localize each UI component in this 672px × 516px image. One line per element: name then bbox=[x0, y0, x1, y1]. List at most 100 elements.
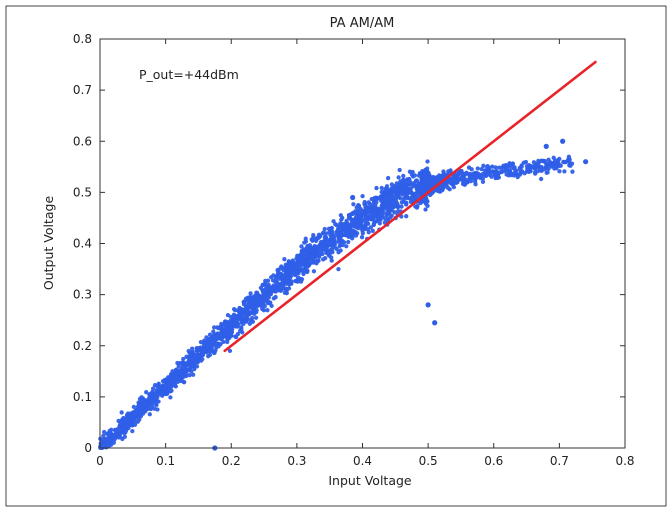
measured-point bbox=[296, 275, 301, 280]
outlier-point bbox=[543, 143, 549, 149]
y-tick-label: 0.8 bbox=[73, 32, 92, 46]
measured-point bbox=[379, 207, 384, 212]
measured-point bbox=[166, 383, 171, 389]
measured-point bbox=[286, 286, 292, 291]
measured-point bbox=[404, 214, 409, 219]
measured-point bbox=[424, 168, 430, 174]
measured-point bbox=[104, 439, 109, 444]
x-axis-label: Input Voltage bbox=[328, 473, 412, 488]
measured-point bbox=[139, 398, 145, 404]
measured-point bbox=[305, 263, 310, 268]
measured-point bbox=[370, 228, 375, 233]
measured-point bbox=[263, 278, 268, 284]
y-axis-label: Output Voltage bbox=[41, 196, 56, 291]
measured-point bbox=[168, 395, 173, 400]
measured-point bbox=[195, 347, 200, 352]
measured-point bbox=[314, 259, 320, 264]
measured-point bbox=[405, 191, 410, 196]
measured-point bbox=[422, 199, 428, 204]
measured-point bbox=[180, 375, 186, 380]
measured-point bbox=[451, 184, 457, 190]
measured-point bbox=[318, 246, 323, 251]
measured-point bbox=[251, 305, 256, 310]
measured-point bbox=[122, 430, 127, 436]
measured-point bbox=[130, 429, 135, 434]
measured-point bbox=[519, 169, 525, 174]
measured-point bbox=[156, 399, 161, 404]
measured-point bbox=[394, 194, 400, 199]
x-tick-label: 0.2 bbox=[222, 454, 241, 468]
measured-point bbox=[338, 248, 343, 253]
measured-point bbox=[101, 433, 106, 438]
measured-point bbox=[283, 286, 288, 291]
measured-point bbox=[499, 169, 505, 175]
measured-point bbox=[505, 165, 510, 170]
measured-point bbox=[152, 406, 157, 411]
measured-point bbox=[344, 244, 349, 249]
measured-point bbox=[236, 307, 241, 313]
x-tick-label: 0.4 bbox=[353, 454, 372, 468]
measured-point bbox=[332, 237, 337, 242]
measured-point bbox=[387, 198, 393, 203]
measured-point bbox=[136, 402, 142, 407]
measured-point bbox=[353, 233, 359, 238]
measured-point bbox=[118, 434, 123, 439]
measured-point bbox=[419, 185, 425, 190]
measured-point bbox=[283, 266, 289, 272]
measured-point bbox=[514, 168, 519, 173]
measured-point bbox=[461, 171, 466, 177]
measured-point bbox=[275, 268, 280, 273]
measured-point bbox=[101, 437, 106, 442]
measured-point bbox=[282, 257, 287, 262]
measured-point bbox=[232, 316, 238, 321]
measured-point bbox=[162, 378, 167, 383]
outlier-point bbox=[350, 194, 356, 201]
measured-point bbox=[351, 202, 356, 207]
measured-point bbox=[368, 225, 373, 230]
measured-point bbox=[207, 332, 213, 337]
measured-point bbox=[329, 248, 335, 254]
measured-point bbox=[385, 175, 391, 181]
measured-point bbox=[497, 165, 502, 170]
measured-point bbox=[414, 205, 420, 210]
measured-point bbox=[298, 279, 304, 284]
measured-point bbox=[423, 177, 428, 183]
measured-point bbox=[489, 174, 494, 179]
measured-point bbox=[153, 394, 159, 399]
measured-point bbox=[368, 209, 373, 214]
measured-point bbox=[527, 169, 533, 174]
x-tick-label: 0.7 bbox=[550, 454, 569, 468]
measured-point bbox=[466, 165, 472, 170]
measured-point bbox=[408, 189, 413, 194]
measured-point bbox=[248, 291, 253, 296]
measured-point bbox=[279, 264, 284, 269]
measured-point bbox=[359, 223, 364, 229]
measured-point bbox=[273, 294, 278, 300]
measured-point bbox=[239, 316, 244, 321]
measured-point bbox=[259, 297, 264, 302]
measured-point bbox=[395, 190, 401, 195]
measured-point bbox=[187, 373, 192, 378]
measured-point bbox=[480, 179, 486, 184]
measured-point bbox=[181, 356, 186, 362]
measured-point bbox=[219, 327, 225, 333]
measured-point bbox=[111, 433, 116, 438]
measured-point bbox=[112, 437, 117, 442]
measured-point bbox=[323, 255, 328, 261]
measured-point bbox=[501, 163, 506, 168]
measured-point bbox=[538, 165, 543, 170]
measured-point bbox=[371, 196, 376, 202]
measured-point bbox=[175, 360, 180, 366]
measured-point bbox=[562, 169, 567, 174]
measured-point bbox=[202, 338, 207, 343]
measured-point bbox=[325, 249, 330, 254]
measured-point bbox=[155, 384, 160, 389]
measured-point bbox=[451, 180, 456, 186]
measured-point bbox=[252, 300, 257, 305]
measured-point bbox=[200, 357, 205, 362]
measured-point bbox=[282, 290, 288, 295]
measured-point bbox=[409, 172, 415, 177]
measured-point bbox=[231, 324, 236, 329]
measured-point bbox=[356, 204, 361, 209]
